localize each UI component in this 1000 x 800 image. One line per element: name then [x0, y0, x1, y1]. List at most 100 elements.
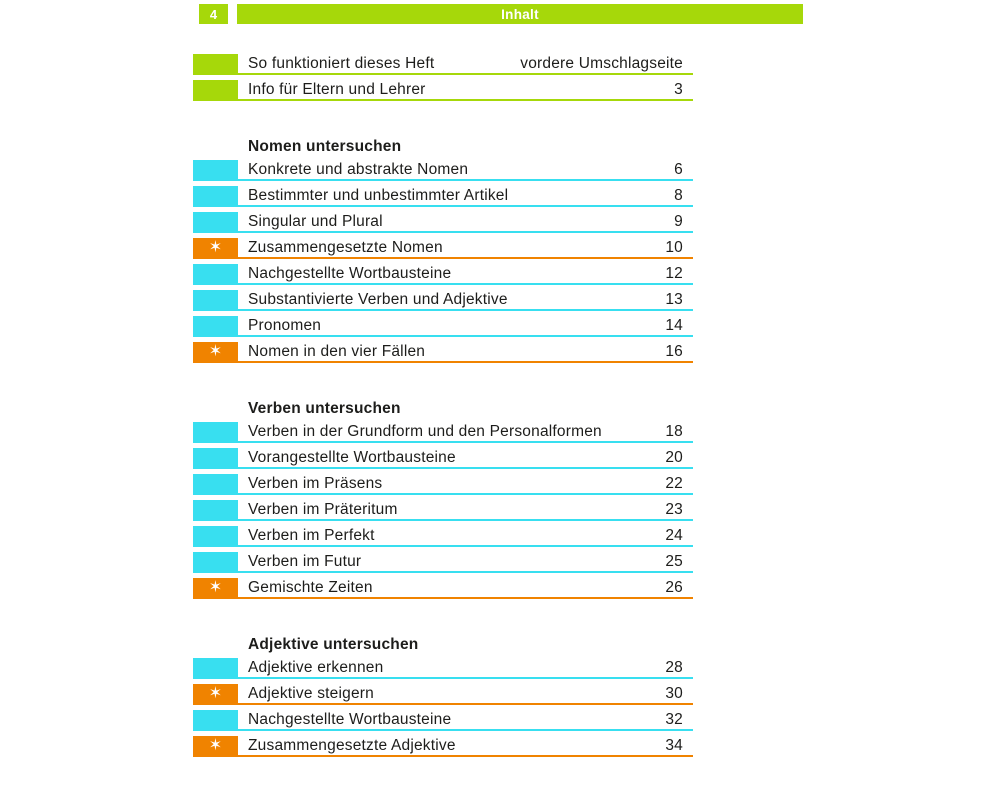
row-page-number: 6: [674, 161, 683, 178]
row-page-number: 30: [665, 685, 683, 702]
row-page-number: 20: [665, 449, 683, 466]
row-color-swatch: [193, 316, 238, 336]
toc-row: Substantivierte Verben und Adjektive 13: [193, 290, 693, 311]
section-rows: Verben in der Grundform und den Personal…: [193, 422, 693, 599]
page-number-badge: 4: [199, 4, 228, 24]
section-title: Verben untersuchen: [248, 400, 401, 417]
toc-sections: Nomen untersuchen Konkrete und abstrakte…: [193, 137, 693, 757]
row-label: Vorangestellte Wortbausteine: [248, 449, 456, 466]
row-color-swatch: ✶: [193, 578, 238, 598]
page-title: Inhalt: [501, 6, 539, 22]
row-page-number: 12: [665, 265, 683, 282]
row-page-number: 32: [665, 711, 683, 728]
toc-row: So funktioniert dieses Heft vordere Umsc…: [193, 54, 693, 75]
row-label: Verben im Perfekt: [248, 527, 375, 544]
row-label: Verben im Präteritum: [248, 501, 398, 518]
row-color-swatch: [193, 290, 238, 310]
row-page-number: 26: [665, 579, 683, 596]
row-label: Konkrete und abstrakte Nomen: [248, 161, 469, 178]
row-label: Pronomen: [248, 317, 322, 334]
row-color-swatch: [193, 264, 238, 284]
toc-row: Pronomen 14: [193, 316, 693, 337]
row-label: Nomen in den vier Fällen: [248, 343, 426, 360]
toc-section: Adjektive untersuchen Adjektive erkennen…: [193, 635, 693, 757]
row-color-swatch: [193, 80, 238, 100]
toc-row: ✶ Zusammengesetzte Adjektive 34: [193, 736, 693, 757]
star-icon: ✶: [208, 343, 223, 360]
toc-row: Vorangestellte Wortbausteine 20: [193, 448, 693, 469]
row-color-swatch: ✶: [193, 342, 238, 362]
row-label: Zusammengesetzte Nomen: [248, 239, 443, 256]
row-color-swatch: [193, 54, 238, 74]
toc-row: Nachgestellte Wortbausteine 12: [193, 264, 693, 285]
row-color-swatch: [193, 212, 238, 232]
toc-row: Verben im Präteritum 23: [193, 500, 693, 521]
row-color-swatch: ✶: [193, 684, 238, 704]
row-page-number: 16: [665, 343, 683, 360]
row-label: Verben im Präsens: [248, 475, 383, 492]
row-label: Verben im Futur: [248, 553, 362, 570]
toc-row: Verben im Perfekt 24: [193, 526, 693, 547]
header-title-bar: Inhalt: [237, 4, 803, 24]
row-label: Info für Eltern und Lehrer: [248, 81, 426, 98]
toc-row: Konkrete und abstrakte Nomen 6: [193, 160, 693, 181]
row-page-number: vordere Umschlagseite: [520, 55, 683, 72]
row-page-number: 10: [665, 239, 683, 256]
toc-row: Bestimmter und unbestimmter Artikel 8: [193, 186, 693, 207]
row-page-number: 3: [674, 81, 683, 98]
row-color-swatch: ✶: [193, 238, 238, 258]
row-label: Nachgestellte Wortbausteine: [248, 265, 452, 282]
star-icon: ✶: [208, 579, 223, 596]
row-page-number: 23: [665, 501, 683, 518]
row-color-swatch: [193, 448, 238, 468]
toc-row: Verben im Präsens 22: [193, 474, 693, 495]
row-color-swatch: [193, 500, 238, 520]
row-label: So funktioniert dieses Heft: [248, 55, 435, 72]
row-label: Bestimmter und unbestimmter Artikel: [248, 187, 509, 204]
toc-content: So funktioniert dieses Heft vordere Umsc…: [193, 54, 693, 763]
section-title: Adjektive untersuchen: [248, 636, 419, 653]
row-color-swatch: [193, 658, 238, 678]
section-rows: Konkrete und abstrakte Nomen 6 Bestimmte…: [193, 160, 693, 363]
row-page-number: 22: [665, 475, 683, 492]
toc-section: Nomen untersuchen Konkrete und abstrakte…: [193, 137, 693, 363]
star-icon: ✶: [208, 239, 223, 256]
toc-row: Verben im Futur 25: [193, 552, 693, 573]
row-label: Zusammengesetzte Adjektive: [248, 737, 456, 754]
row-page-number: 34: [665, 737, 683, 754]
section-rows: Adjektive erkennen 28 ✶ Adjektive steige…: [193, 658, 693, 757]
row-label: Adjektive steigern: [248, 685, 374, 702]
section-title: Nomen untersuchen: [248, 138, 402, 155]
toc-row: ✶ Gemischte Zeiten 26: [193, 578, 693, 599]
star-icon: ✶: [208, 737, 223, 754]
row-page-number: 28: [665, 659, 683, 676]
toc-row: Nachgestellte Wortbausteine 32: [193, 710, 693, 731]
row-page-number: 13: [665, 291, 683, 308]
row-label: Gemischte Zeiten: [248, 579, 373, 596]
toc-row: Info für Eltern und Lehrer 3: [193, 80, 693, 101]
toc-row: ✶ Zusammengesetzte Nomen 10: [193, 238, 693, 259]
row-page-number: 24: [665, 527, 683, 544]
row-color-swatch: [193, 186, 238, 206]
toc-row: Adjektive erkennen 28: [193, 658, 693, 679]
row-label: Nachgestellte Wortbausteine: [248, 711, 452, 728]
row-color-swatch: ✶: [193, 736, 238, 756]
row-page-number: 9: [674, 213, 683, 230]
row-label: Substantivierte Verben und Adjektive: [248, 291, 508, 308]
row-page-number: 18: [665, 423, 683, 440]
toc-row: Singular und Plural 9: [193, 212, 693, 233]
row-label: Verben in der Grundform und den Personal…: [248, 423, 602, 440]
row-page-number: 25: [665, 553, 683, 570]
star-icon: ✶: [208, 685, 223, 702]
row-color-swatch: [193, 422, 238, 442]
row-label: Adjektive erkennen: [248, 659, 384, 676]
row-color-swatch: [193, 474, 238, 494]
toc-row: ✶ Nomen in den vier Fällen 16: [193, 342, 693, 363]
row-color-swatch: [193, 552, 238, 572]
row-label: Singular und Plural: [248, 213, 383, 230]
toc-row: Verben in der Grundform und den Personal…: [193, 422, 693, 443]
row-color-swatch: [193, 160, 238, 180]
row-page-number: 8: [674, 187, 683, 204]
toc-row: ✶ Adjektive steigern 30: [193, 684, 693, 705]
